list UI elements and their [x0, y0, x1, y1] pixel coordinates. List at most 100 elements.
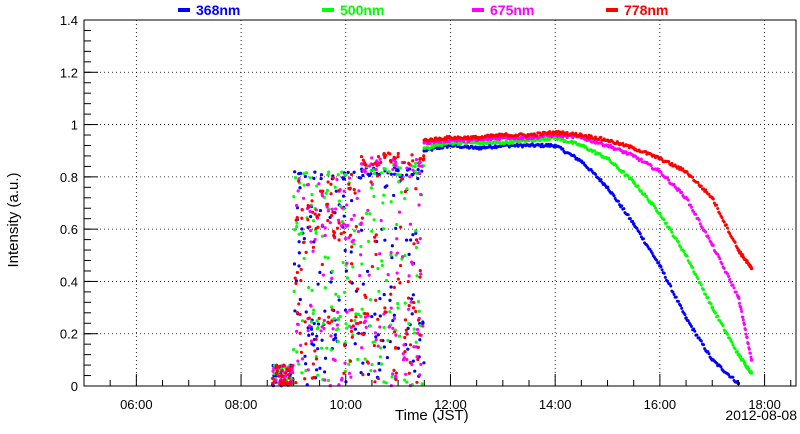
trace-point: [679, 245, 683, 249]
trace-point: [748, 351, 752, 355]
scatter-point: [328, 221, 332, 225]
scatter-point: [298, 343, 303, 347]
scatter-point: [292, 262, 297, 266]
trace-point: [636, 184, 640, 188]
scatter-point: [372, 218, 376, 222]
x-tick-label: 12:00: [434, 397, 467, 412]
scatter-point: [383, 306, 387, 310]
scatter-point: [298, 312, 302, 317]
trace-point: [709, 240, 713, 244]
trace-point: [592, 149, 596, 153]
trace-point: [646, 198, 650, 202]
scatter-point: [363, 161, 367, 165]
legend-label-368nm: 368nm: [196, 2, 240, 18]
trace-point: [672, 182, 676, 186]
scatter-point: [326, 256, 330, 260]
trace-point: [670, 161, 674, 165]
scatter-point: [404, 173, 409, 177]
scatter-point: [336, 339, 340, 344]
scatter-point: [321, 322, 325, 326]
trace-point: [552, 132, 556, 136]
trace-point: [554, 129, 558, 133]
trace-point: [733, 347, 737, 351]
scatter-point: [354, 312, 358, 316]
scatter-point: [412, 345, 416, 349]
scatter-point: [366, 372, 371, 376]
trace-point: [444, 137, 448, 141]
scatter-point: [299, 231, 303, 235]
trace-point: [565, 131, 569, 135]
trace-point: [716, 206, 720, 210]
trace-point: [740, 309, 744, 313]
scatter-point: [301, 196, 306, 200]
scatter-point: [310, 210, 315, 214]
scatter-point: [310, 376, 314, 380]
scatter-point: [323, 286, 327, 290]
trace-point: [676, 240, 680, 244]
scatter-point: [389, 285, 393, 289]
scatter-point: [392, 313, 396, 317]
scatter-point: [317, 182, 321, 186]
scatter-point: [406, 347, 410, 351]
scatter-point: [302, 183, 306, 187]
scatter-point: [376, 317, 380, 321]
scatter-point: [312, 343, 316, 347]
scatter-point: [405, 166, 409, 170]
scatter-point: [332, 233, 336, 238]
scatter-point: [311, 311, 315, 316]
scatter-point: [272, 380, 277, 384]
scatter-point: [356, 229, 361, 234]
scatter-point: [295, 215, 299, 220]
scatter-point: [378, 368, 382, 372]
scatter-point: [405, 238, 409, 242]
trace-point: [741, 315, 745, 319]
trace-point: [526, 143, 530, 147]
scatter-point: [405, 357, 409, 362]
scatter-point: [325, 202, 330, 206]
scatter-point: [342, 230, 346, 234]
y-tick-label: 1.4: [60, 13, 78, 28]
scatter-point: [363, 311, 367, 316]
scatter-point: [407, 274, 411, 278]
trace-point: [737, 297, 741, 301]
scatter-point: [307, 285, 311, 290]
trace-point: [735, 350, 739, 354]
scatter-point: [348, 280, 352, 284]
scatter-point: [294, 203, 299, 208]
scatter-point: [274, 371, 278, 375]
scatter-point: [356, 287, 360, 291]
scatter-point: [303, 377, 307, 381]
scatter-point: [292, 347, 296, 352]
scatter-point: [314, 226, 318, 231]
scatter-point: [407, 304, 411, 308]
scatter-point: [313, 349, 317, 353]
scatter-point: [379, 160, 383, 165]
y-tick-label: 0.8: [60, 170, 78, 185]
trace-point: [694, 273, 698, 277]
trace-point: [729, 280, 733, 284]
scatter-point: [326, 180, 330, 184]
scatter-point: [300, 227, 304, 231]
trace-point: [722, 266, 726, 270]
scatter-point: [369, 172, 373, 176]
scatter-point: [384, 278, 389, 283]
x-axis-title: Time (JST): [395, 407, 469, 424]
scatter-point: [316, 347, 320, 351]
scatter-point: [416, 168, 420, 172]
trace-point: [715, 203, 719, 207]
scatter-point: [412, 306, 416, 310]
scatter-point: [304, 342, 308, 346]
trace-point: [659, 265, 663, 269]
scatter-point: [311, 245, 315, 249]
scatter-point: [345, 276, 350, 280]
scatter-point: [302, 256, 306, 261]
scatter-point: [396, 155, 400, 159]
trace-point: [718, 257, 722, 261]
trace-point: [744, 332, 748, 336]
trace-point: [639, 157, 643, 161]
scatter-point: [361, 168, 365, 172]
trace-point: [447, 134, 451, 138]
scatter-point: [329, 334, 333, 338]
scatter-point: [309, 339, 314, 343]
scatter-point: [414, 238, 419, 242]
